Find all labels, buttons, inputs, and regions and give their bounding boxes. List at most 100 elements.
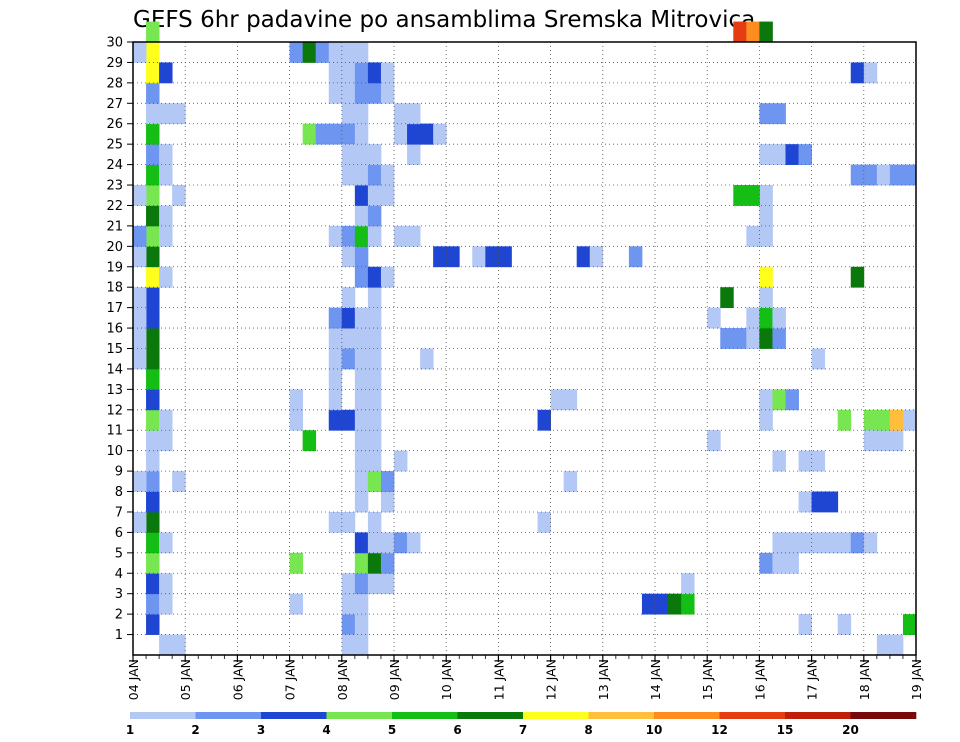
- heatmap-cell: [367, 266, 382, 288]
- heatmap-cell: [341, 328, 356, 349]
- y-tick-label: 14: [106, 362, 123, 377]
- y-tick-label: 8: [115, 485, 123, 500]
- heatmap-cell: [354, 389, 369, 411]
- colorbar-label: 2: [191, 723, 199, 737]
- heatmap-cell: [159, 532, 173, 554]
- heatmap-cell: [446, 246, 460, 268]
- heatmap-cell: [159, 593, 173, 615]
- heatmap-cell: [367, 185, 382, 206]
- heatmap-cell: [367, 471, 382, 492]
- heatmap-cell: [537, 409, 551, 431]
- heatmap-cell: [354, 348, 369, 370]
- heatmap-cell: [798, 532, 812, 554]
- heatmap-cell: [341, 593, 356, 615]
- heatmap-cell: [641, 593, 656, 615]
- heatmap-cell: [341, 246, 356, 268]
- heatmap-cell: [668, 593, 682, 615]
- colorbar-segment: [326, 712, 393, 719]
- heatmap-cell: [707, 307, 721, 329]
- heatmap-cell: [498, 246, 512, 268]
- x-tick-label: 14 JAN: [648, 659, 663, 700]
- heatmap-cell: [146, 42, 160, 63]
- y-tick-label: 9: [115, 465, 123, 480]
- heatmap-cell: [354, 430, 369, 452]
- y-tick-label: 10: [106, 444, 123, 459]
- heatmap-cell: [798, 450, 812, 472]
- y-tick-label: 26: [106, 117, 123, 132]
- heatmap-cell: [341, 42, 356, 63]
- heatmap-cell: [354, 42, 369, 63]
- heatmap-cell: [146, 266, 160, 288]
- colorbar-label: 8: [584, 723, 592, 737]
- heatmap-cell: [159, 144, 173, 165]
- heatmap-cell: [146, 62, 160, 84]
- heatmap-cell: [302, 42, 317, 63]
- y-tick-label: 11: [106, 424, 123, 439]
- heatmap-cell: [772, 144, 786, 165]
- heatmap-cell: [354, 307, 369, 329]
- heatmap-cell: [354, 144, 369, 165]
- heatmap-cell: [367, 287, 382, 309]
- heatmap-cell: [576, 246, 591, 268]
- heatmap-cell: [407, 144, 421, 165]
- chart-title: GEFS 6hr padavine po ansamblima Sremska …: [133, 7, 755, 33]
- colorbar-label: 10: [646, 723, 663, 737]
- heatmap-cell: [367, 348, 382, 370]
- heatmap-cell: [772, 552, 786, 574]
- heatmap-cell: [367, 552, 382, 574]
- heatmap-cell: [354, 266, 369, 288]
- heatmap-cell: [889, 634, 904, 656]
- tick-marks: 1234567891011121314151617181920212223242…: [106, 36, 924, 701]
- heatmap-cell: [902, 614, 917, 635]
- heatmap-cell: [341, 62, 356, 84]
- heatmap-cell: [681, 573, 695, 595]
- x-tick-label: 04 JAN: [126, 659, 141, 700]
- heatmap-cell: [341, 409, 356, 431]
- heatmap-cell: [354, 246, 369, 268]
- heatmap-cell: [146, 348, 160, 370]
- heatmap-cell: [759, 205, 773, 227]
- colorbar: 1 2 3 4 5 6 7 8 10 12 15 20: [126, 712, 917, 737]
- heatmap-cell: [315, 42, 330, 63]
- heatmap-cell: [159, 430, 173, 452]
- heatmap-cell: [159, 205, 173, 227]
- heatmap-cell: [563, 389, 578, 411]
- heatmap-cell: [354, 164, 369, 186]
- heatmap-cell: [354, 634, 369, 656]
- heatmap-cell: [772, 532, 786, 554]
- heatmap-cell: [328, 82, 343, 104]
- heatmap-cell: [159, 103, 173, 125]
- x-tick-label: 13 JAN: [596, 659, 611, 700]
- heatmap-cell: [863, 409, 878, 431]
- heatmap-cell: [146, 287, 160, 309]
- colorbar-label: 5: [388, 723, 396, 737]
- heatmap-cell: [798, 144, 812, 165]
- y-tick-label: 5: [115, 546, 123, 561]
- heatmap-cell: [328, 225, 343, 247]
- colorbar-segment: [457, 712, 524, 719]
- heatmap-cell: [824, 491, 839, 513]
- x-tick-label: 19 JAN: [909, 659, 924, 700]
- heatmap-cell: [146, 103, 160, 125]
- colorbar-label: 12: [711, 723, 728, 737]
- heatmap-cell: [420, 123, 434, 145]
- heatmap-cell: [133, 185, 147, 206]
- colorbar-label: 3: [257, 723, 265, 737]
- heatmap-cell: [302, 123, 317, 145]
- heatmap-cell: [354, 593, 369, 615]
- heatmap-cell: [354, 552, 369, 574]
- colorbar-segment: [130, 712, 196, 719]
- heatmap-cells: [133, 21, 917, 656]
- colorbar-label: 7: [519, 723, 527, 737]
- heatmap-cell: [759, 225, 773, 247]
- heatmap-cell: [341, 573, 356, 595]
- y-tick-label: 17: [106, 301, 123, 316]
- heatmap-cell: [367, 164, 382, 186]
- heatmap-cell: [720, 328, 734, 349]
- heatmap-cell: [159, 164, 173, 186]
- heatmap-cell: [746, 307, 760, 329]
- heatmap-cell: [837, 409, 852, 431]
- colorbar-label: 20: [842, 723, 859, 737]
- y-tick-label: 16: [106, 322, 123, 337]
- heatmap-cell: [798, 614, 812, 635]
